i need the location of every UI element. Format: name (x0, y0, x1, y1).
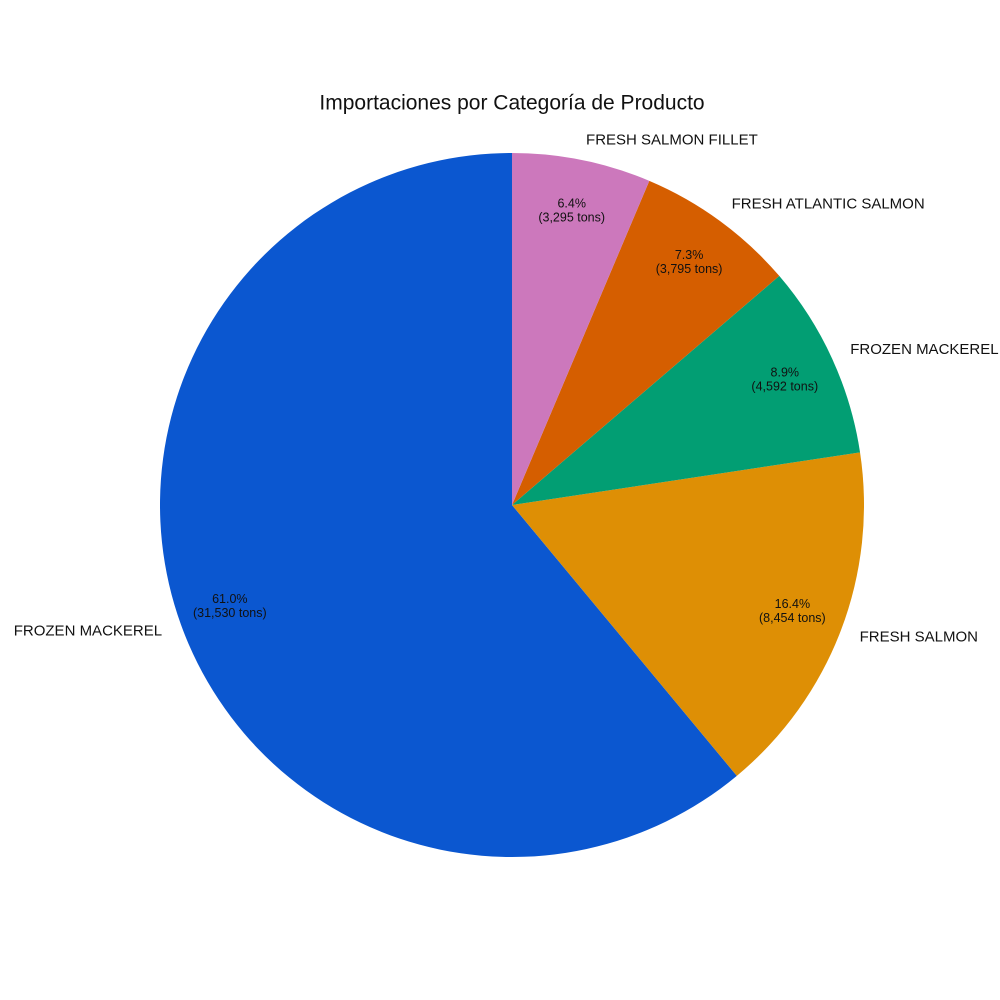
value-label: (31,530 tons) (193, 606, 267, 620)
value-label: (4,592 tons) (751, 379, 818, 393)
value-label: (8,454 tons) (759, 611, 826, 625)
slice-label: FRESH ATLANTIC SALMON (732, 196, 925, 213)
value-label: (3,295 tons) (538, 210, 605, 224)
percent-label: 6.4% (557, 196, 586, 210)
value-label: (3,795 tons) (656, 262, 723, 276)
percent-label: 8.9% (771, 365, 800, 379)
slice-label: FROZEN MACKEREL (850, 341, 998, 358)
pie-slice (512, 275, 861, 505)
pie-slice (512, 452, 864, 776)
pie-slice (160, 153, 737, 857)
slice-label: FRESH SALMON (860, 628, 978, 645)
percent-label: 7.3% (675, 248, 704, 262)
slice-label: FRESH SALMON FILLET (586, 131, 758, 148)
slice-label: FROZEN MACKEREL (14, 622, 162, 639)
chart-title: Importaciones por Categoría de Producto (319, 92, 704, 115)
pie-slice (512, 153, 650, 505)
percent-label: 61.0% (212, 592, 247, 606)
pie-slice (512, 180, 780, 505)
percent-label: 16.4% (775, 597, 810, 611)
